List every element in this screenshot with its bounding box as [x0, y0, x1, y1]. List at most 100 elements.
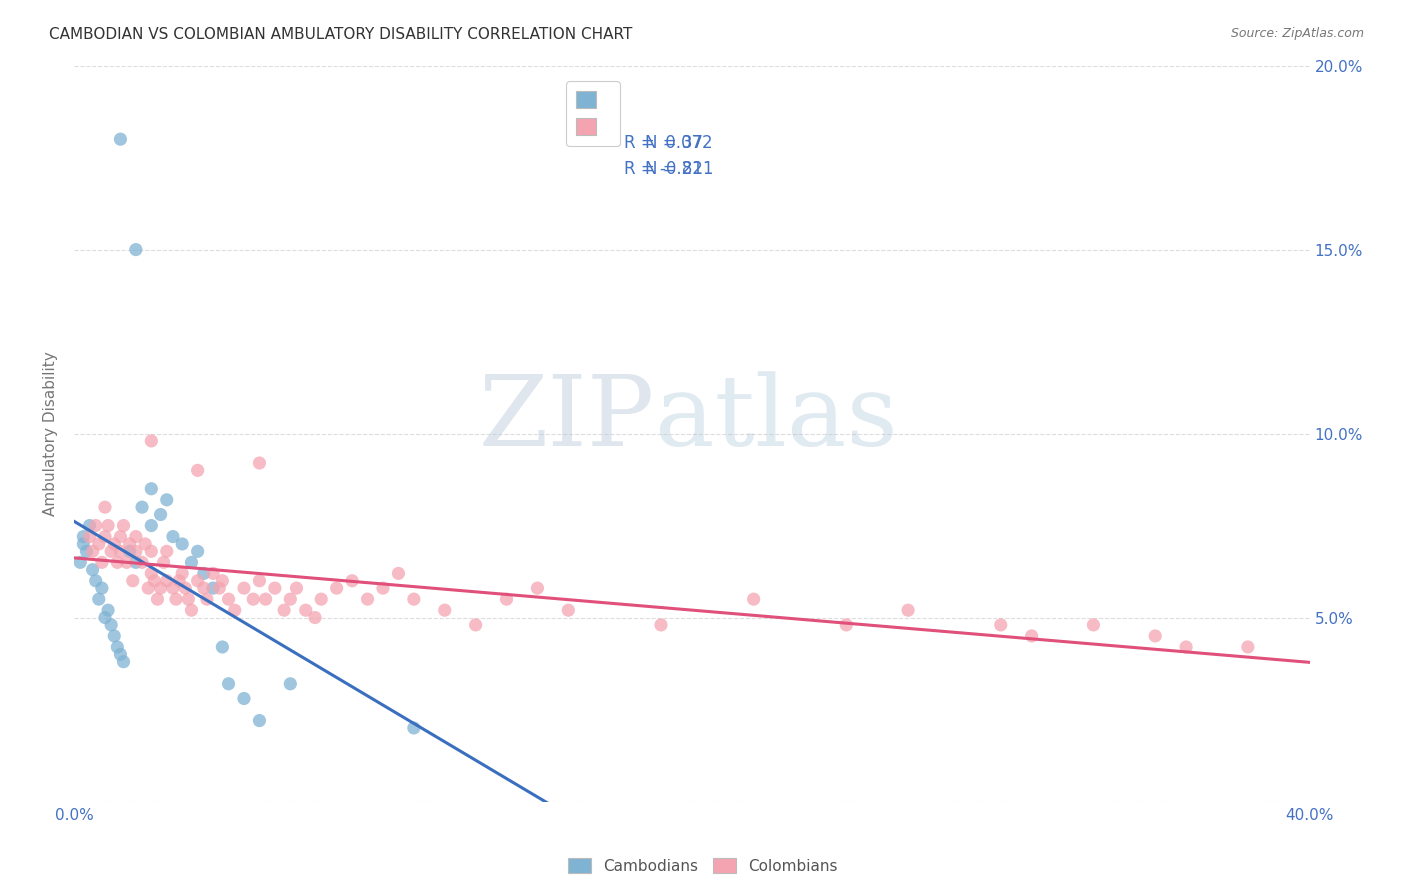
- Point: [174, 581, 197, 595]
- Point: [304, 610, 326, 624]
- Point: [202, 566, 225, 581]
- Point: [211, 640, 233, 654]
- Point: [125, 544, 148, 558]
- Point: [433, 603, 456, 617]
- Text: R = -0.221: R = -0.221: [624, 160, 713, 178]
- Point: [94, 500, 117, 515]
- Point: [193, 566, 215, 581]
- Point: [172, 566, 194, 581]
- Point: [278, 592, 301, 607]
- Point: [278, 677, 301, 691]
- Point: [87, 537, 110, 551]
- Text: Source: ZipAtlas.com: Source: ZipAtlas.com: [1230, 27, 1364, 40]
- Point: [149, 581, 172, 595]
- Point: [187, 463, 209, 477]
- Point: [141, 544, 163, 558]
- Point: [72, 530, 94, 544]
- Point: [75, 544, 97, 558]
- Point: [187, 574, 209, 588]
- Point: [103, 537, 125, 551]
- Point: [90, 555, 112, 569]
- Point: [218, 592, 240, 607]
- Point: [202, 581, 225, 595]
- Point: [371, 581, 394, 595]
- Text: CAMBODIAN VS COLOMBIAN AMBULATORY DISABILITY CORRELATION CHART: CAMBODIAN VS COLOMBIAN AMBULATORY DISABI…: [49, 27, 633, 42]
- Y-axis label: Ambulatory Disability: Ambulatory Disability: [44, 351, 58, 516]
- Point: [125, 555, 148, 569]
- Point: [141, 434, 163, 448]
- Point: [125, 243, 148, 257]
- Point: [387, 566, 409, 581]
- Point: [90, 581, 112, 595]
- Point: [187, 544, 209, 558]
- Point: [84, 518, 107, 533]
- Point: [118, 544, 141, 558]
- Point: [110, 648, 132, 662]
- Point: [211, 574, 233, 588]
- Point: [233, 691, 256, 706]
- Point: [79, 518, 101, 533]
- Point: [249, 456, 271, 470]
- Point: [94, 610, 117, 624]
- Point: [97, 603, 120, 617]
- Point: [105, 555, 128, 569]
- Point: [218, 677, 240, 691]
- Point: [180, 603, 202, 617]
- Point: [557, 603, 579, 617]
- Point: [141, 566, 163, 581]
- Point: [249, 574, 271, 588]
- Point: [149, 508, 172, 522]
- Point: [309, 592, 332, 607]
- Point: [94, 530, 117, 544]
- Point: [254, 592, 277, 607]
- Point: [156, 492, 179, 507]
- Point: [100, 544, 122, 558]
- Point: [172, 537, 194, 551]
- Point: [249, 714, 271, 728]
- Point: [402, 721, 425, 735]
- Point: [233, 581, 256, 595]
- Text: atlas: atlas: [655, 371, 897, 467]
- Point: [152, 555, 174, 569]
- Point: [97, 518, 120, 533]
- Point: [1083, 618, 1105, 632]
- Point: [177, 592, 200, 607]
- Point: [1021, 629, 1043, 643]
- Text: N = 37: N = 37: [645, 134, 703, 152]
- Point: [180, 555, 202, 569]
- Point: [162, 530, 184, 544]
- Point: [82, 544, 104, 558]
- Point: [103, 629, 125, 643]
- Point: [121, 574, 143, 588]
- Point: [1175, 640, 1198, 654]
- Point: [1237, 640, 1260, 654]
- Point: [84, 574, 107, 588]
- Point: [131, 500, 153, 515]
- Point: [356, 592, 378, 607]
- Point: [495, 592, 517, 607]
- Point: [141, 518, 163, 533]
- Point: [112, 518, 135, 533]
- Point: [742, 592, 765, 607]
- Point: [87, 592, 110, 607]
- Point: [110, 530, 132, 544]
- Point: [340, 574, 363, 588]
- Point: [464, 618, 486, 632]
- Point: [79, 530, 101, 544]
- Point: [263, 581, 285, 595]
- Point: [208, 581, 231, 595]
- Point: [69, 555, 91, 569]
- Point: [131, 555, 153, 569]
- Point: [112, 655, 135, 669]
- Point: [72, 537, 94, 551]
- Legend: Cambodians, Colombians: Cambodians, Colombians: [562, 852, 844, 880]
- Point: [167, 574, 190, 588]
- Point: [835, 618, 858, 632]
- Point: [100, 618, 122, 632]
- Point: [294, 603, 316, 617]
- Point: [242, 592, 264, 607]
- Point: [273, 603, 295, 617]
- Text: N = 81: N = 81: [645, 160, 703, 178]
- Point: [1144, 629, 1167, 643]
- Point: [141, 482, 163, 496]
